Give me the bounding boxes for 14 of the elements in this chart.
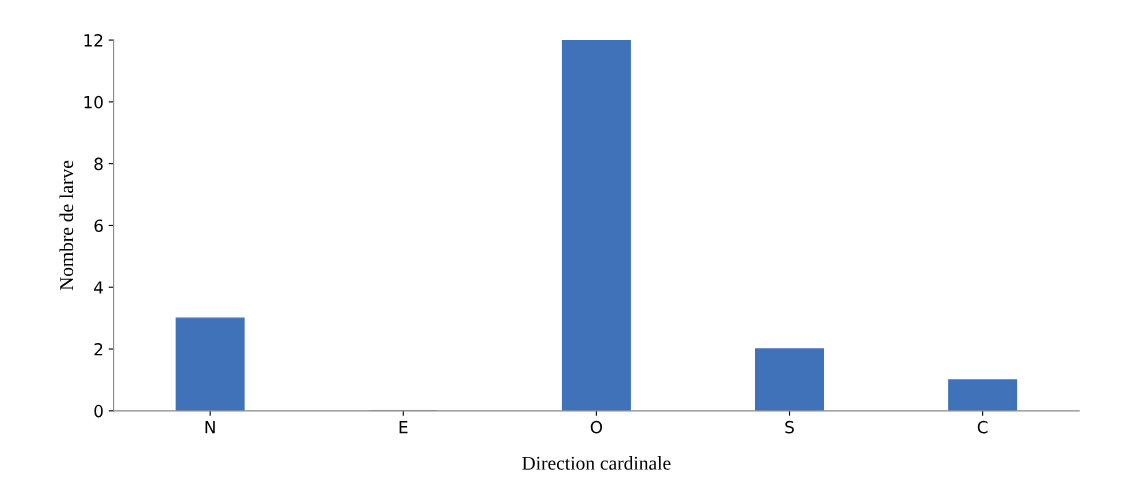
y-tick-label: 4 — [94, 281, 103, 294]
x-axis-title: Direction cardinale — [522, 456, 671, 470]
y-tick-label: 2 — [94, 342, 103, 356]
x-tick-label: C — [977, 420, 988, 434]
y-tick-label: 10 — [84, 95, 103, 109]
x-tick-label: O — [590, 420, 603, 434]
y-tick-label: 8 — [94, 157, 103, 171]
x-tick-label: E — [399, 421, 408, 434]
x-tick-label: N — [205, 421, 215, 434]
y-tick-label: 0 — [94, 404, 103, 418]
y-tick-label: 6 — [94, 219, 103, 233]
y-axis-title: Nombre de larve — [59, 160, 74, 291]
y-tick-label: 12 — [84, 34, 103, 47]
x-tick-label: S — [785, 420, 794, 434]
